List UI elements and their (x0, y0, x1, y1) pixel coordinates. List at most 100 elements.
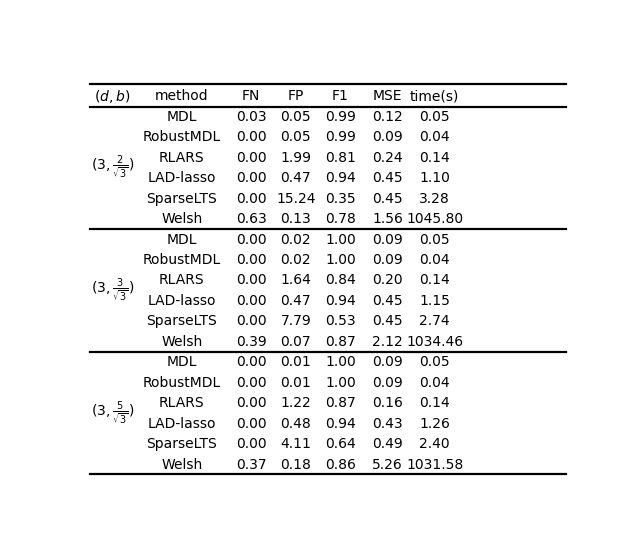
Text: $(3,\frac{3}{\sqrt{3}})$: $(3,\frac{3}{\sqrt{3}})$ (91, 277, 134, 305)
Text: 0.09: 0.09 (372, 130, 403, 144)
Text: 0.94: 0.94 (325, 171, 356, 185)
Text: 0.00: 0.00 (236, 192, 266, 206)
Text: 1.00: 1.00 (325, 355, 356, 369)
Text: 1.10: 1.10 (419, 171, 450, 185)
Text: 0.64: 0.64 (325, 437, 356, 451)
Text: 0.05: 0.05 (419, 110, 450, 124)
Text: 3.28: 3.28 (419, 192, 450, 206)
Text: 0.05: 0.05 (280, 110, 311, 124)
Text: 0.00: 0.00 (236, 396, 266, 410)
Text: FN: FN (242, 89, 260, 104)
Text: MDL: MDL (166, 233, 197, 247)
Text: 0.04: 0.04 (419, 376, 450, 390)
Text: 0.45: 0.45 (372, 171, 403, 185)
Text: MSE: MSE (372, 89, 403, 104)
Text: 0.00: 0.00 (236, 437, 266, 451)
Text: 0.94: 0.94 (325, 294, 356, 308)
Text: 0.53: 0.53 (325, 314, 356, 329)
Text: 0.04: 0.04 (419, 130, 450, 144)
Text: 0.43: 0.43 (372, 417, 403, 431)
Text: 0.86: 0.86 (325, 457, 356, 472)
Text: 0.48: 0.48 (280, 417, 311, 431)
Text: 4.11: 4.11 (280, 437, 311, 451)
Text: 0.04: 0.04 (419, 253, 450, 267)
Text: 0.02: 0.02 (280, 233, 311, 247)
Text: 0.87: 0.87 (325, 335, 356, 349)
Text: 0.16: 0.16 (372, 396, 403, 410)
Text: SparseLTS: SparseLTS (147, 314, 217, 329)
Text: 0.87: 0.87 (325, 396, 356, 410)
Text: 0.00: 0.00 (236, 417, 266, 431)
Text: 0.63: 0.63 (236, 212, 266, 226)
Text: 0.84: 0.84 (325, 273, 356, 287)
Text: 0.05: 0.05 (419, 233, 450, 247)
Text: RLARS: RLARS (159, 273, 205, 287)
Text: 1.22: 1.22 (280, 396, 311, 410)
Text: 0.49: 0.49 (372, 437, 403, 451)
Text: F1: F1 (332, 89, 349, 104)
Text: 15.24: 15.24 (276, 192, 316, 206)
Text: 0.78: 0.78 (325, 212, 356, 226)
Text: 0.05: 0.05 (419, 355, 450, 369)
Text: 0.47: 0.47 (280, 171, 311, 185)
Text: 0.00: 0.00 (236, 273, 266, 287)
Text: 0.07: 0.07 (280, 335, 311, 349)
Text: Welsh: Welsh (161, 212, 202, 226)
Text: 1.15: 1.15 (419, 294, 450, 308)
Text: 0.45: 0.45 (372, 294, 403, 308)
Text: 0.47: 0.47 (280, 294, 311, 308)
Text: 0.14: 0.14 (419, 151, 450, 165)
Text: 0.00: 0.00 (236, 294, 266, 308)
Text: 0.45: 0.45 (372, 192, 403, 206)
Text: 0.45: 0.45 (372, 314, 403, 329)
Text: MDL: MDL (166, 355, 197, 369)
Text: FP: FP (287, 89, 304, 104)
Text: 0.00: 0.00 (236, 151, 266, 165)
Text: 0.03: 0.03 (236, 110, 266, 124)
Text: 2.74: 2.74 (419, 314, 450, 329)
Text: 0.02: 0.02 (280, 253, 311, 267)
Text: 1.56: 1.56 (372, 212, 403, 226)
Text: RLARS: RLARS (159, 396, 205, 410)
Text: RLARS: RLARS (159, 151, 205, 165)
Text: 0.99: 0.99 (325, 110, 356, 124)
Text: RobustMDL: RobustMDL (143, 376, 221, 390)
Text: 0.00: 0.00 (236, 233, 266, 247)
Text: 0.12: 0.12 (372, 110, 403, 124)
Text: 0.14: 0.14 (419, 273, 450, 287)
Text: 0.94: 0.94 (325, 417, 356, 431)
Text: 1.00: 1.00 (325, 253, 356, 267)
Text: 0.39: 0.39 (236, 335, 266, 349)
Text: method: method (155, 89, 209, 104)
Text: 1.99: 1.99 (280, 151, 311, 165)
Text: 1.00: 1.00 (325, 233, 356, 247)
Text: 0.81: 0.81 (325, 151, 356, 165)
Text: 0.00: 0.00 (236, 130, 266, 144)
Text: 0.00: 0.00 (236, 253, 266, 267)
Text: 0.18: 0.18 (280, 457, 311, 472)
Text: 0.05: 0.05 (280, 130, 311, 144)
Text: 0.01: 0.01 (280, 355, 311, 369)
Text: 0.37: 0.37 (236, 457, 266, 472)
Text: 0.00: 0.00 (236, 376, 266, 390)
Text: Welsh: Welsh (161, 457, 202, 472)
Text: time(s): time(s) (410, 89, 460, 104)
Text: 5.26: 5.26 (372, 457, 403, 472)
Text: $(3,\frac{5}{\sqrt{3}})$: $(3,\frac{5}{\sqrt{3}})$ (91, 399, 134, 428)
Text: 0.09: 0.09 (372, 376, 403, 390)
Text: 1034.46: 1034.46 (406, 335, 463, 349)
Text: SparseLTS: SparseLTS (147, 192, 217, 206)
Text: 0.14: 0.14 (419, 396, 450, 410)
Text: 0.20: 0.20 (372, 273, 403, 287)
Text: 1.26: 1.26 (419, 417, 450, 431)
Text: 1.00: 1.00 (325, 376, 356, 390)
Text: 0.01: 0.01 (280, 376, 311, 390)
Text: 2.12: 2.12 (372, 335, 403, 349)
Text: RobustMDL: RobustMDL (143, 130, 221, 144)
Text: 1045.80: 1045.80 (406, 212, 463, 226)
Text: $(3,\frac{2}{\sqrt{3}})$: $(3,\frac{2}{\sqrt{3}})$ (91, 154, 134, 182)
Text: 1.64: 1.64 (280, 273, 311, 287)
Text: LAD-lasso: LAD-lasso (147, 417, 216, 431)
Text: 0.09: 0.09 (372, 233, 403, 247)
Text: 0.99: 0.99 (325, 130, 356, 144)
